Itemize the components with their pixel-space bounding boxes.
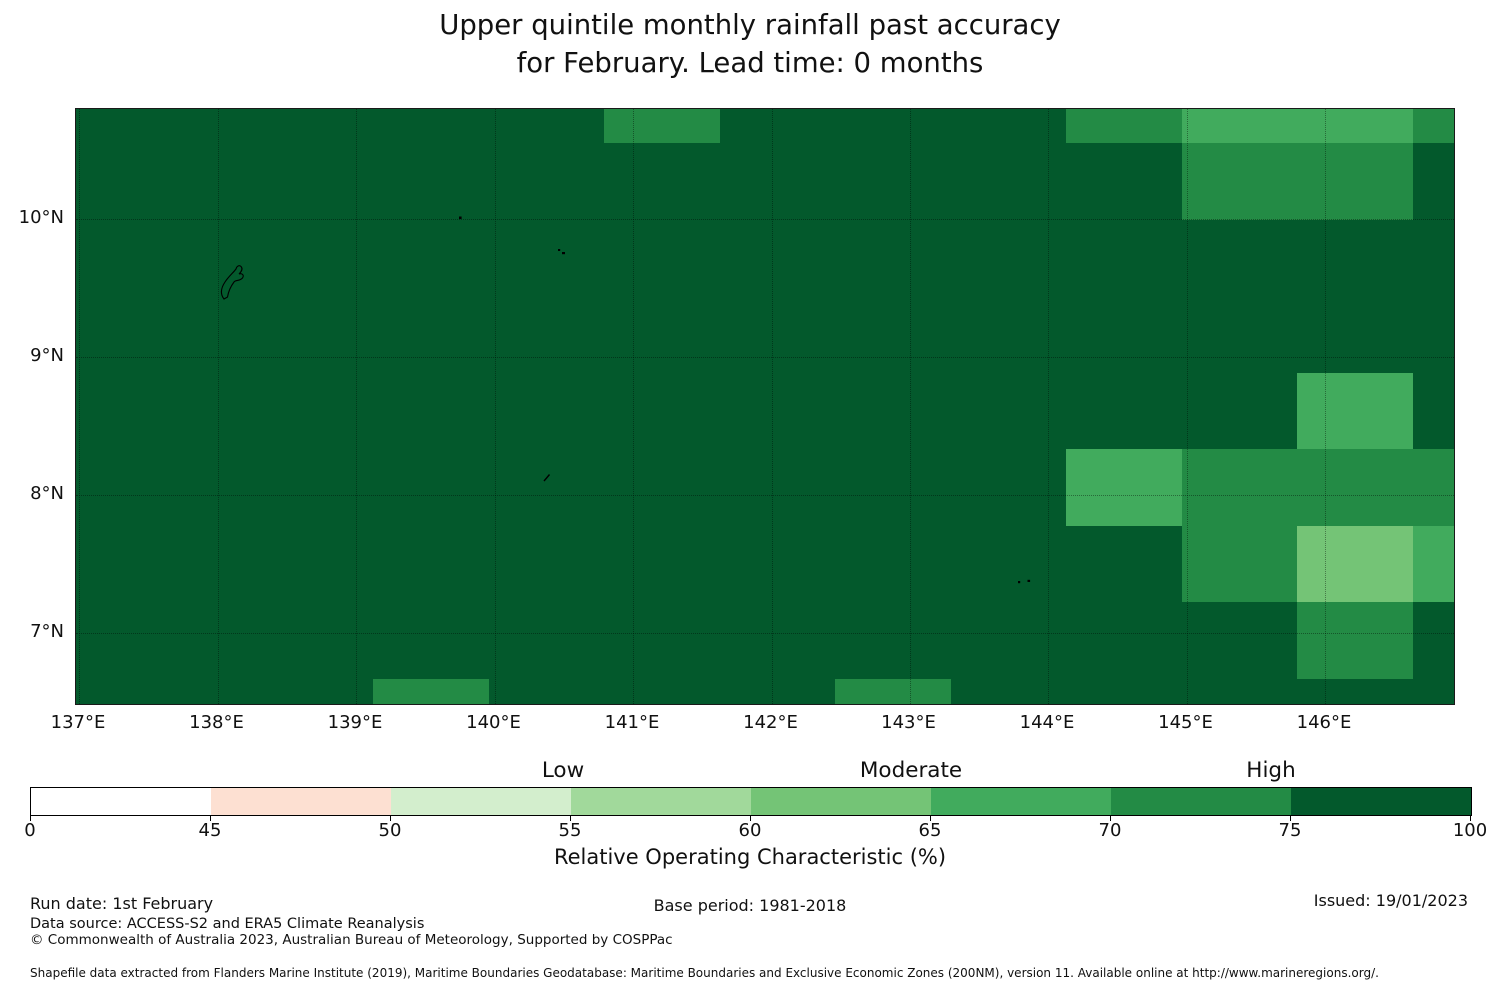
lamotrek-dot [1027, 579, 1031, 582]
heatmap-cell [1297, 525, 1413, 602]
heatmap-cell [1412, 109, 1454, 143]
latitude-gridline [76, 356, 1454, 358]
colorbar-tickmark [1110, 815, 1111, 821]
x-tick-label: 142°E [743, 712, 798, 733]
x-tick-label: 141°E [604, 712, 660, 733]
heatmap-cell [835, 678, 951, 704]
y-tick-label: 10°N [18, 206, 64, 228]
longitude-gridline [1186, 109, 1188, 704]
longitude-gridline [494, 109, 496, 704]
colorbar-tick-label: 70 [1098, 820, 1122, 841]
colorbar-segment-75-100 [1291, 788, 1471, 815]
longitude-gridline [633, 109, 634, 704]
colorbar-segment-45-50 [211, 788, 391, 815]
heatmap-cell [1181, 109, 1297, 143]
longitude-gridline [1048, 109, 1049, 704]
colorbar-tickmark [930, 815, 931, 821]
colorbar-tick-label: 100 [1452, 820, 1488, 841]
colorbar-tick-label: 75 [1278, 820, 1302, 841]
sorol-atoll-outline [543, 474, 551, 482]
x-tick-label: 143°E [881, 712, 936, 733]
colorbar-tick-label: 50 [378, 820, 402, 841]
heatmap-cell [604, 109, 720, 143]
heatmap-cell [1181, 525, 1297, 602]
colorbar-tickmark [30, 815, 31, 821]
longitude-gridline [217, 109, 219, 704]
satawal-dot [1018, 581, 1021, 584]
colorbar-segment-50-55 [391, 788, 571, 815]
base-period-text: Base period: 1981-2018 [653, 896, 847, 915]
colorbar-tickmark [1290, 815, 1291, 821]
heatmap-cell [1297, 602, 1413, 679]
colorbar-tickmark [210, 815, 211, 821]
heatmap-map-area [75, 108, 1455, 705]
issued-date-text: Issued: 19/01/2023 [1313, 891, 1468, 910]
colorbar-category-label-moderate: Moderate [859, 758, 963, 783]
heatmap-cell [1412, 525, 1454, 602]
y-tick-label: 7°N [30, 620, 64, 642]
x-tick-label: 146°E [1296, 712, 1352, 733]
colorbar-segment-65-70 [931, 788, 1111, 815]
colorbar-axis-label: Relative Operating Characteristic (%) [553, 845, 947, 869]
yap-island-outline [220, 265, 244, 300]
latitude-gridline [76, 218, 1454, 220]
heatmap-cell [1066, 109, 1182, 143]
colorbar-category-label-high: High [1246, 758, 1296, 783]
shapefile-attribution-text: Shapefile data extracted from Flanders M… [30, 966, 1379, 980]
heatmap-cell [1181, 449, 1297, 526]
fais-island-dot [558, 249, 561, 251]
heatmap-cell [1297, 143, 1413, 220]
longitude-gridline [356, 109, 357, 704]
colorbar [30, 787, 1472, 816]
colorbar-segment-70-75 [1111, 788, 1291, 815]
heatmap-cell [1297, 372, 1413, 449]
heatmap-cell [1412, 449, 1454, 526]
longitude-gridline [771, 109, 773, 704]
colorbar-tick-label: 55 [558, 820, 582, 841]
colorbar-tick-label: 60 [738, 820, 762, 841]
heatmap-cell [373, 678, 489, 704]
ulithi-atoll-dot [459, 216, 462, 220]
fais-island-dot2 [562, 252, 565, 255]
colorbar-tick-label: 0 [24, 820, 36, 841]
chart-title-line2: for February. Lead time: 0 months [516, 47, 984, 79]
heatmap-cell [1066, 449, 1182, 526]
colorbar-segment-0-45 [31, 788, 211, 815]
colorbar-segment-60-65 [751, 788, 931, 815]
x-tick-label: 145°E [1158, 712, 1213, 733]
longitude-gridline [1325, 109, 1326, 704]
island-outlines [220, 216, 1031, 584]
chart-title: Upper quintile monthly rainfall past acc… [0, 6, 1500, 82]
copyright-text: © Commonwealth of Australia 2023, Austra… [30, 932, 673, 948]
latitude-gridline [76, 632, 1454, 634]
longitude-gridline [79, 109, 80, 704]
colorbar-tickmark [1470, 815, 1471, 821]
y-tick-label: 8°N [30, 483, 64, 504]
colorbar-tick-label: 65 [918, 820, 942, 841]
heatmap-cell [1297, 109, 1413, 143]
x-tick-label: 139°E [327, 712, 383, 733]
chart-title-line1: Upper quintile monthly rainfall past acc… [439, 9, 1061, 41]
data-source-text: Data source: ACCESS-S2 and ERA5 Climate … [30, 916, 425, 932]
colorbar-tickmark [570, 815, 571, 821]
heatmap-cell [1297, 449, 1413, 526]
y-tick-label: 9°N [30, 344, 64, 366]
x-tick-label: 137°E [50, 712, 106, 733]
colorbar-tick-label: 45 [198, 820, 222, 841]
colorbar-tickmark [750, 815, 751, 821]
colorbar-tickmark [390, 815, 391, 821]
colorbar-segment-55-60 [571, 788, 751, 815]
latitude-gridline [76, 495, 1454, 496]
colorbar-category-label-low: Low [541, 758, 585, 783]
x-tick-label: 138°E [189, 712, 244, 733]
heatmap-cell [1181, 143, 1297, 220]
longitude-gridline [909, 109, 911, 704]
run-date-text: Run date: 1st February [30, 894, 214, 913]
x-tick-label: 144°E [1019, 712, 1075, 733]
x-tick-label: 140°E [466, 712, 521, 733]
